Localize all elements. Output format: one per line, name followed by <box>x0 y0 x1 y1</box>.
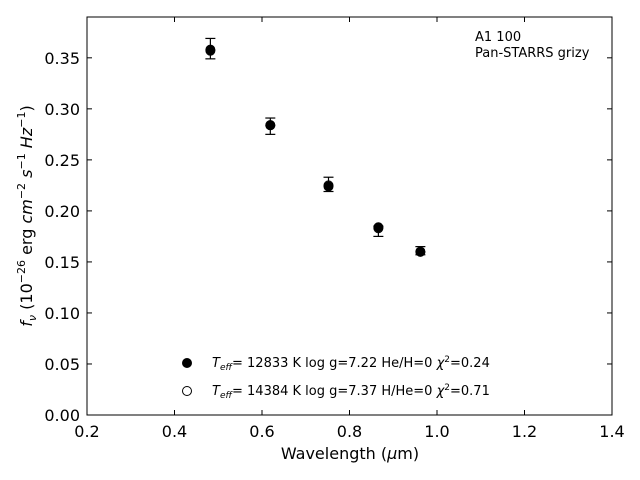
legend-marker-open <box>182 386 192 396</box>
model-point-open <box>415 246 426 257</box>
legend-marker-filled <box>182 358 192 368</box>
data-points <box>205 37 426 257</box>
y-axis-label: fν (10−26 erg cm−2 s−1 Hz−1) <box>15 105 39 326</box>
x-tick-label: 0.6 <box>249 422 274 441</box>
x-tick-label: 0.2 <box>74 422 99 441</box>
x-tick-label: 0.4 <box>162 422 187 441</box>
model-point-open <box>323 180 334 191</box>
y-tick-label: 0.05 <box>44 355 80 374</box>
legend-entry-1: Teff= 12833 K log g=7.22 He/H=0 χ2=0.24 <box>212 355 490 373</box>
x-tick-label: 1.4 <box>599 422 624 441</box>
legend-entry-2: Teff= 14384 K log g=7.37 H/He=0 χ2=0.71 <box>212 383 490 401</box>
model-point-open <box>373 223 384 234</box>
model-point-open <box>265 120 276 131</box>
x-tick-label: 0.8 <box>337 422 362 441</box>
x-axis-label: Wavelength (μm) <box>281 444 419 463</box>
y-tick-label: 0.10 <box>44 304 80 323</box>
y-tick-label: 0.15 <box>44 253 80 272</box>
model-point-open <box>205 45 216 56</box>
y-tick-label: 0.25 <box>44 151 80 170</box>
axis-ticks: 0.2 0.4 0.6 0.8 1.0 1.2 1.4 0.00 0.05 0.10 0.15 0.2… <box>44 17 625 441</box>
y-tick-label: 0.35 <box>44 49 80 68</box>
y-tick-label: 0.20 <box>44 202 80 221</box>
annotation-line-1: A1 100 <box>475 30 521 45</box>
y-tick-label: 0.30 <box>44 100 80 119</box>
x-tick-label: 1.2 <box>512 422 537 441</box>
x-tick-label: 1.0 <box>424 422 449 441</box>
y-tick-label: 0.00 <box>44 406 80 425</box>
legend: Teff= 12833 K log g=7.22 He/H=0 χ2=0.24 … <box>182 355 490 401</box>
annotation-line-2: Pan-STARRS grizy <box>475 46 590 61</box>
